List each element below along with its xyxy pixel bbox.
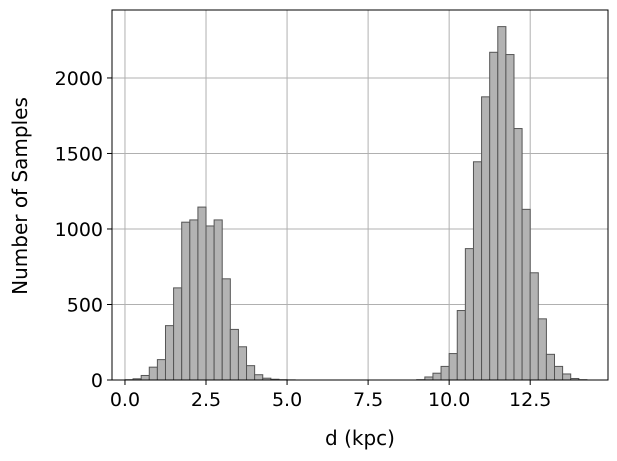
histogram-bar xyxy=(246,365,256,381)
plot-frame xyxy=(111,9,609,381)
histogram-bar xyxy=(164,325,175,381)
histogram-bar xyxy=(181,221,191,381)
histogram-bar xyxy=(148,366,158,381)
y-tick-label: 1500 xyxy=(55,143,103,165)
histogram-bar xyxy=(156,359,166,381)
y-tick-label: 500 xyxy=(67,294,103,316)
histogram-bar xyxy=(472,161,483,381)
histogram-bar xyxy=(432,372,442,381)
histogram-bar xyxy=(237,346,248,381)
histogram-bar xyxy=(497,26,507,381)
x-tick-label: 10.0 xyxy=(428,389,470,411)
x-tick-label: 12.5 xyxy=(509,389,551,411)
axis-ticks: 0.0 2.5 5.0 7.5 10.0 12.5 0 500 1000 1500 2000 xyxy=(55,68,552,411)
histogram-bar xyxy=(489,51,499,381)
x-tick-label: 0.0 xyxy=(110,389,140,411)
x-tick-label: 7.5 xyxy=(353,389,383,411)
histogram-bar xyxy=(481,96,491,381)
histogram-bars xyxy=(124,26,588,381)
histogram-bar xyxy=(529,272,539,381)
x-tick-label: 2.5 xyxy=(191,389,221,411)
histogram-bar xyxy=(254,374,264,381)
histogram-bar xyxy=(140,374,150,381)
histogram-bar xyxy=(464,248,474,381)
y-tick-label: 1000 xyxy=(55,219,103,241)
histogram-bar xyxy=(537,318,547,381)
y-axis-label: Number of Samples xyxy=(8,97,32,295)
histogram-bar xyxy=(205,225,215,381)
histogram-bar xyxy=(440,365,450,381)
x-tick-label: 5.0 xyxy=(272,389,302,411)
histogram-bar xyxy=(456,310,466,381)
histogram-bar xyxy=(521,208,531,381)
histogram-bar xyxy=(545,353,556,381)
histogram-bar xyxy=(197,206,207,381)
histogram-bar xyxy=(562,373,572,381)
histogram-bar xyxy=(229,328,239,381)
y-tick-label: 0 xyxy=(91,370,103,392)
histogram-bar xyxy=(173,287,183,381)
y-tick-label: 2000 xyxy=(55,68,103,90)
histogram-bar xyxy=(189,219,199,381)
histogram-bar xyxy=(554,365,564,381)
histogram-bar xyxy=(213,219,223,381)
histogram-bar xyxy=(513,128,523,381)
histogram-bar xyxy=(505,54,515,381)
histogram-bar xyxy=(221,278,231,381)
histogram-bar xyxy=(448,353,458,381)
x-axis-label: d (kpc) xyxy=(325,426,395,450)
